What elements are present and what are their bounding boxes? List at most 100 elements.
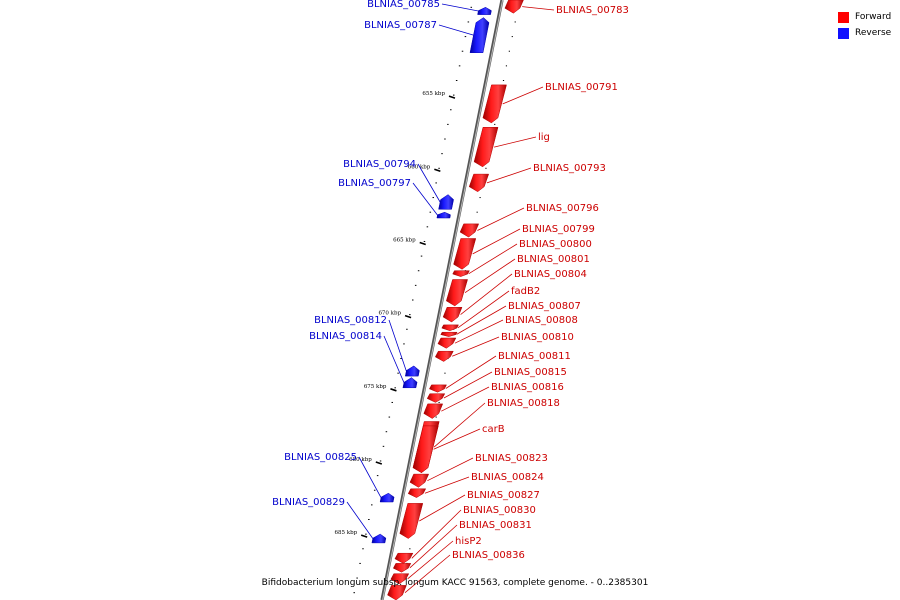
gene-label-blnias_00831[interactable]: BLNIAS_00831 (459, 520, 532, 531)
gene-label-blnias_00794[interactable]: BLNIAS_00794 (343, 159, 416, 170)
gene-arrow-blnias_00787[interactable] (469, 17, 490, 53)
gene-arrow-blnias_00825[interactable] (379, 492, 395, 503)
gene-label-blnias_00816[interactable]: BLNIAS_00816 (491, 382, 564, 393)
gene-label-blnias_00783[interactable]: BLNIAS_00783 (556, 5, 629, 16)
gene-arrow-blnias_00793[interactable] (468, 173, 490, 193)
label-leader-line (407, 540, 454, 580)
gene-arrow-blnias_00815[interactable] (426, 393, 446, 403)
major-tick (375, 461, 383, 465)
gene-label-fadb2[interactable]: fadB2 (511, 286, 540, 297)
gene-arrow-blnias_00829[interactable] (371, 533, 387, 544)
gene-label-blnias_00791[interactable]: BLNIAS_00791 (545, 82, 618, 93)
major-tick (419, 241, 426, 246)
gene-label-blnias_00812[interactable]: BLNIAS_00812 (314, 315, 387, 326)
legend-forward: Forward (838, 9, 891, 25)
gene-labels: BLNIAS_00783 BLNIAS_00785 BLNIAS_00787 BLNI… (272, 0, 629, 594)
gene-arrow-blnias_00823[interactable] (409, 473, 430, 488)
gene-arrow-carb[interactable] (412, 425, 439, 474)
gene-arrow-blnias_00797[interactable] (436, 211, 451, 219)
gene-arrow-hisp2[interactable] (390, 573, 410, 585)
label-leader-line (454, 319, 504, 344)
legend-forward-label: Forward (855, 12, 892, 22)
gene-arrow-fadb2[interactable] (441, 324, 459, 331)
gene-label-blnias_00793[interactable]: BLNIAS_00793 (533, 163, 606, 174)
major-tick (360, 534, 368, 538)
genome-title: Bifidobacterium longum subsp. longum KAC… (261, 578, 649, 588)
gene-arrow-blnias_00831[interactable] (392, 563, 412, 573)
label-leader-line (409, 524, 458, 569)
gene-label-blnias_00829[interactable]: BLNIAS_00829 (272, 497, 345, 508)
label-leader-line (438, 24, 474, 36)
label-leader-line (383, 335, 405, 383)
gene-label-blnias_00827[interactable]: BLNIAS_00827 (467, 490, 540, 501)
legend-reverse-label: Reverse (855, 28, 892, 38)
gene-label-blnias_00797[interactable]: BLNIAS_00797 (338, 178, 411, 189)
gene-label-blnias_00814[interactable]: BLNIAS_00814 (309, 331, 382, 342)
gene-arrow-blnias_00808[interactable] (437, 337, 457, 349)
label-leader-line (412, 182, 438, 216)
gene-arrow-blnias_00791[interactable] (482, 84, 507, 124)
gene-label-blnias_00808[interactable]: BLNIAS_00808 (505, 315, 578, 326)
gene-arrow-blnias_00785[interactable] (477, 7, 492, 15)
label-leader-line (424, 476, 470, 494)
gene-arrow-blnias_00830[interactable] (394, 552, 414, 564)
genome-backbone (380, 0, 504, 600)
gene-arrow-blnias_00800[interactable] (452, 270, 470, 277)
gene-arrow-blnias_00804[interactable] (442, 307, 463, 323)
label-leader-line (494, 136, 537, 148)
tick-label: 670 kbp (378, 311, 401, 317)
gene-label-blnias_00804[interactable]: BLNIAS_00804 (514, 269, 587, 280)
forward-swatch (838, 11, 849, 23)
gene-arrow-blnias_00810[interactable] (434, 350, 454, 362)
gene-label-carb[interactable]: carB (482, 424, 505, 435)
gene-features (371, 0, 524, 600)
label-leader-line (419, 494, 466, 522)
gene-label-blnias_00785[interactable]: BLNIAS_00785 (367, 0, 440, 10)
gene-arrow-blnias_00824[interactable] (407, 488, 427, 498)
gene-label-blnias_00787[interactable]: BLNIAS_00787 (364, 20, 437, 31)
gene-arrow-blnias_00801[interactable] (446, 279, 468, 307)
label-leader-line (502, 86, 544, 105)
tick-label: 665 kbp (393, 237, 416, 243)
gene-label-blnias_00810[interactable]: BLNIAS_00810 (501, 332, 574, 343)
gene-arrow-blnias_00812[interactable] (404, 365, 420, 377)
gene-label-blnias_00801[interactable]: BLNIAS_00801 (517, 254, 590, 265)
gene-label-blnias_00836[interactable]: BLNIAS_00836 (452, 550, 525, 561)
label-leader-line (486, 167, 532, 184)
gene-arrow-blnias_00799[interactable] (453, 238, 477, 270)
major-tick (404, 314, 412, 319)
tick-label: 685 kbp (335, 530, 358, 536)
label-leader-line (388, 319, 407, 372)
gene-arrow-blnias_00811[interactable] (429, 384, 447, 393)
gene-arrow-blnias_00827[interactable] (399, 503, 424, 539)
gene-arrow-blnias_00796[interactable] (459, 223, 480, 238)
label-leader-line (441, 3, 479, 12)
gene-label-blnias_00811[interactable]: BLNIAS_00811 (498, 351, 571, 362)
gene-arrow-blnias_00807[interactable] (440, 331, 458, 337)
gene-label-blnias_00818[interactable]: BLNIAS_00818 (487, 398, 560, 409)
gene-label-blnias_00815[interactable]: BLNIAS_00815 (494, 367, 567, 378)
gene-arrow-blnias_00783[interactable] (504, 0, 524, 14)
gene-label-blnias_00825[interactable]: BLNIAS_00825 (284, 452, 357, 463)
gene-label-lig[interactable]: lig (538, 132, 550, 143)
gene-label-blnias_00823[interactable]: BLNIAS_00823 (475, 453, 548, 464)
gene-label-blnias_00830[interactable]: BLNIAS_00830 (463, 505, 536, 516)
gene-arrow-blnias_00794[interactable] (438, 194, 454, 210)
gene-arrow-lig[interactable] (473, 127, 499, 168)
gene-label-blnias_00807[interactable]: BLNIAS_00807 (508, 301, 581, 312)
gene-label-blnias_00800[interactable]: BLNIAS_00800 (519, 239, 592, 250)
gene-label-blnias_00824[interactable]: BLNIAS_00824 (471, 472, 544, 483)
gene-label-hisp2[interactable]: hisP2 (455, 536, 482, 547)
gene-arrow-blnias_00814[interactable] (402, 377, 418, 389)
gene-arrow-blnias_00816[interactable] (423, 403, 444, 419)
gene-label-blnias_00799[interactable]: BLNIAS_00799 (522, 224, 595, 235)
label-leader-line (427, 457, 474, 482)
reverse-swatch (838, 27, 849, 39)
gene-arrow-blnias_00836[interactable] (387, 585, 407, 600)
label-leader-line (417, 163, 441, 203)
gene-label-blnias_00796[interactable]: BLNIAS_00796 (526, 203, 599, 214)
label-leader-line (441, 386, 490, 412)
tick-label: 675 kbp (364, 384, 387, 390)
label-leader-line (404, 554, 451, 594)
